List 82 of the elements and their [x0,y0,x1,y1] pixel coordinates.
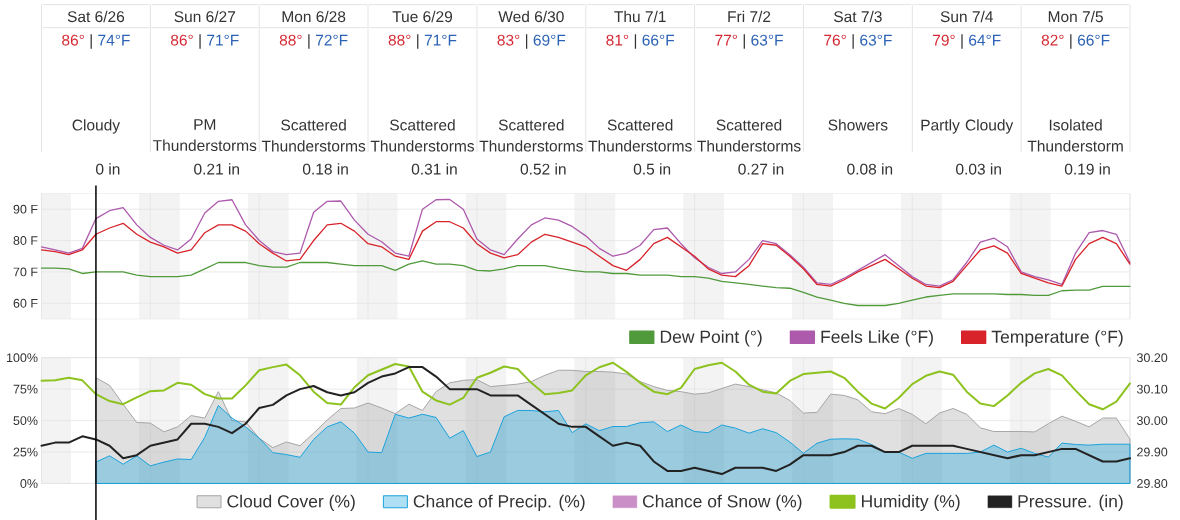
y2-tick-label: 29.80 [1137,479,1168,488]
text: 66°F [1077,34,1110,46]
text: | [525,34,528,49]
text: 76° [824,34,846,46]
text: | [199,34,201,49]
legend-label: Chance of Snow (%) [642,494,802,511]
text: 79° [933,34,955,46]
legend-label: Feels Like (°F) [821,330,933,347]
text: 0.52 in [520,163,566,175]
text: 88° [388,34,411,46]
text: PM Thunderstorms [153,119,257,151]
y2-tick-label: 30.20 [1136,353,1168,363]
text: Scattered Thunderstorms [479,119,583,152]
y2-tick-label: 30.10 [1136,384,1168,394]
legend-label: Dew Point (°) [660,330,762,347]
text: Cloudy [72,119,121,134]
text: 0 in [96,163,120,175]
legend-label: Temperature (°F) [991,330,1123,347]
text: Sat 7/3 [834,10,882,23]
text: 74°F [98,34,130,46]
text: | [961,34,963,49]
y2-tick-label: 30.00 [1136,416,1168,426]
text: Isolated Thunderstorm [1027,119,1123,152]
text: Partly Cloudy [921,119,1014,134]
legend-label: Cloud Cover (%) [227,494,355,511]
y-tick-label: 25% [13,447,38,457]
legend-label: Pressure. (in) [1018,494,1123,511]
text: 86° [170,34,193,46]
legend-label: Humidity (%) [862,494,960,511]
text: 71°F [207,34,239,46]
text: Mon 6/28 [282,10,346,23]
y-tick-label: 100% [6,353,38,363]
text: 83° [497,34,520,46]
y-tick-label: 70 F [13,267,38,277]
y-tick-label: 0% [20,479,38,488]
text: | [634,34,637,49]
text: Sun 6/27 [174,10,236,23]
text: 82° [1041,34,1064,46]
text: Mon 7/5 [1048,10,1103,23]
text: 71°F [424,34,457,46]
text: | [90,34,92,49]
text: 0.18 in [302,163,348,175]
y-tick-label: 50% [13,416,38,426]
text: 0.03 in [956,163,1001,175]
text: Scattered Thunderstorms [370,119,475,152]
text: | [417,34,419,49]
text: 0.31 in [411,163,457,175]
y-tick-label: 60 F [13,298,38,308]
text: Showers [828,119,888,131]
text: Scattered Thunderstorms [697,119,801,152]
text: | [743,34,745,49]
text: 0.27 in [738,163,784,175]
text: Scattered Thunderstorms [588,119,692,152]
text: Tue 6/29 [392,10,453,23]
text: Scattered Thunderstorms [261,119,366,152]
text: Wed 6/30 [498,10,564,23]
text: 81° [606,34,629,46]
text: | [308,34,310,49]
text: Sat 6/26 [67,10,125,23]
text: 88° [279,34,302,46]
text: 0.5 in [633,163,671,175]
y-tick-label: 80 F [13,236,38,245]
text: 69°F [533,34,566,46]
text: 66°F [642,34,675,46]
text: 64°F [969,34,1001,46]
text: Thu 7/1 [614,10,666,23]
y-tick-label: 90 F [13,204,38,214]
text: 77° [715,34,738,46]
legend-label: Chance of Precip. (%) [413,494,585,511]
y-tick-label: 75% [13,384,38,394]
text: 63°F [751,34,783,46]
text: 72°F [316,34,348,46]
text: 0.19 in [1064,163,1110,175]
y2-tick-label: 29.90 [1137,447,1168,457]
text: | [1070,34,1072,49]
text: | [852,34,854,49]
text: Fri 7/2 [728,10,771,23]
text: 63°F [860,34,892,46]
text: 0.08 in [847,163,893,175]
text: 86° [62,34,84,46]
text: Sun 7/4 [940,10,993,23]
text: 0.21 in [194,163,239,175]
